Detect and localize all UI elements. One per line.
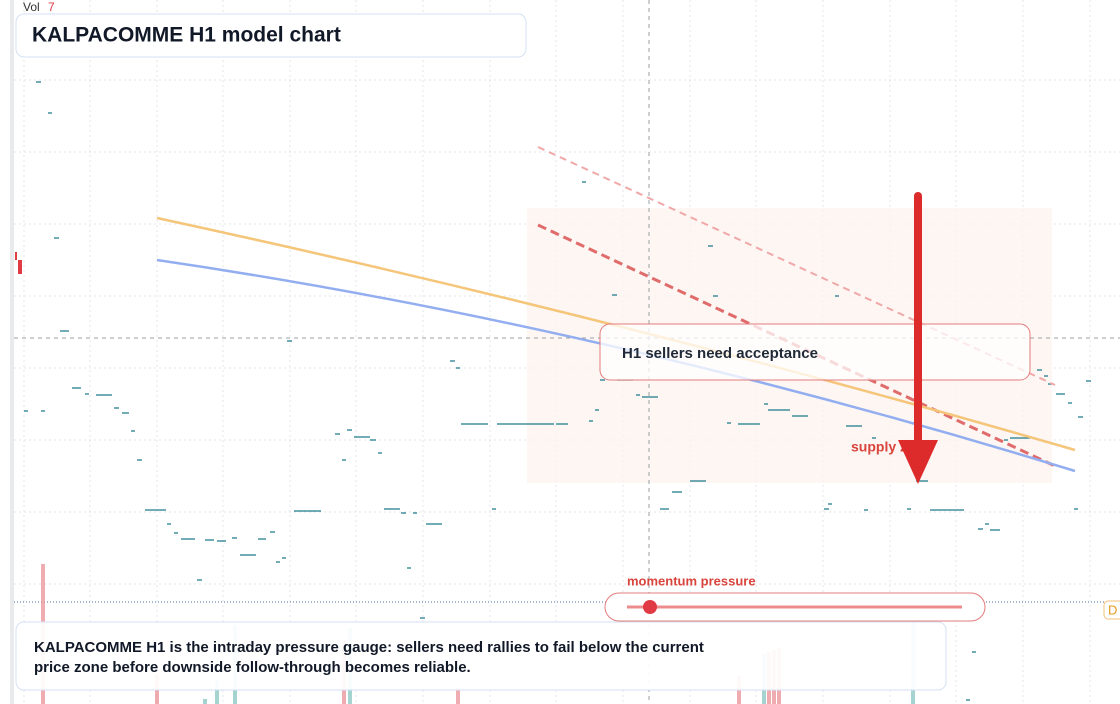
- title: KALPACOMME H1 model chart: [32, 24, 341, 47]
- caption-box: [15, 621, 947, 691]
- caption-line: KALPACOMME H1 is the intraday pressure g…: [34, 639, 704, 656]
- gauge-knob[interactable]: [643, 600, 657, 614]
- caption-line: price zone before downside follow-throug…: [34, 659, 471, 676]
- candles: [24, 81, 1091, 701]
- arrow-head: [898, 440, 938, 484]
- callout-box: [599, 323, 1031, 381]
- gauge-label: momentum pressure: [627, 573, 756, 588]
- candle-marker: [18, 260, 22, 274]
- edge-tag: D: [1108, 602, 1117, 617]
- volume-label: Vol: [23, 0, 40, 14]
- title-box: [15, 13, 527, 58]
- volume-value: 7: [48, 0, 55, 14]
- candle-marker: [15, 252, 17, 260]
- edge-tag-box: [1103, 600, 1120, 620]
- left-strip: [10, 0, 14, 704]
- callout-text: H1 sellers need acceptance: [622, 345, 818, 362]
